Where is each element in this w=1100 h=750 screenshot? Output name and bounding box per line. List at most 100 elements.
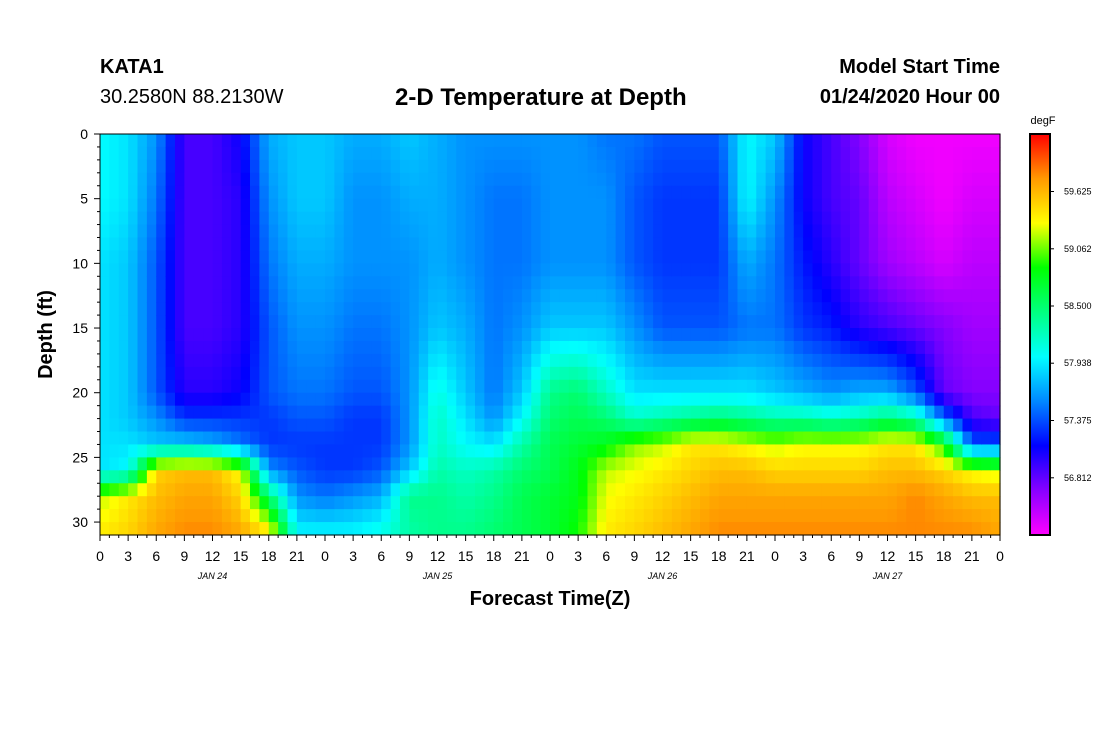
heatmap-cell <box>596 340 607 355</box>
heatmap-cell <box>737 379 748 394</box>
heatmap-cell <box>587 392 598 407</box>
heatmap-cell <box>803 263 814 277</box>
heatmap-cell <box>240 172 251 187</box>
heatmap-cell <box>446 353 457 368</box>
heatmap-cell <box>831 185 842 200</box>
heatmap-cell <box>681 470 692 484</box>
heatmap-cell <box>803 315 814 329</box>
x-tick-label: 18 <box>936 548 952 564</box>
heatmap-cell <box>493 353 504 368</box>
heatmap-cell <box>700 392 710 407</box>
heatmap-cell <box>100 250 110 264</box>
heatmap-cell <box>531 405 542 420</box>
heatmap-cell <box>146 289 157 303</box>
heatmap-cell <box>596 379 607 394</box>
heatmap-cell <box>184 431 195 446</box>
heatmap-cell <box>971 302 982 316</box>
heatmap-cell <box>128 431 139 446</box>
heatmap-cell <box>306 263 317 277</box>
heatmap-cell <box>606 146 617 161</box>
heatmap-cell <box>437 263 448 277</box>
heatmap-cell <box>709 418 720 433</box>
heatmap-cell <box>690 276 701 290</box>
heatmap-cell <box>709 159 720 174</box>
heatmap-cell <box>943 340 954 355</box>
heatmap-cell <box>343 328 354 342</box>
heatmap-cell <box>634 431 645 446</box>
heatmap-cell <box>896 522 907 536</box>
heatmap-cell <box>381 250 392 264</box>
heatmap-cell <box>746 250 757 264</box>
heatmap-cell <box>137 198 148 213</box>
heatmap-cell <box>296 263 307 277</box>
heatmap-cell <box>812 172 823 187</box>
heatmap-cell <box>475 457 485 471</box>
heatmap-cell <box>353 250 364 264</box>
heatmap-cell <box>925 250 935 264</box>
heatmap-cell <box>503 444 514 458</box>
heatmap-cell <box>784 146 795 161</box>
heatmap-cell <box>953 328 964 342</box>
heatmap-cell <box>278 315 289 329</box>
heatmap-cell <box>456 302 467 316</box>
heatmap-cell <box>428 302 439 316</box>
heatmap-cell <box>240 418 251 433</box>
heatmap-cell <box>709 444 720 458</box>
heatmap-cell <box>596 366 607 381</box>
heatmap-cell <box>953 289 964 303</box>
heatmap-cell <box>353 237 364 252</box>
heatmap-cell <box>653 159 664 174</box>
heatmap-cell <box>878 379 889 394</box>
heatmap-cell <box>850 470 860 484</box>
heatmap-cell <box>662 328 673 342</box>
heatmap-cell <box>765 250 776 264</box>
heatmap-cell <box>878 159 889 174</box>
heatmap-cell <box>596 405 607 420</box>
heatmap-cell <box>718 211 729 226</box>
heatmap-cell <box>868 185 879 200</box>
heatmap-cell <box>718 340 729 355</box>
heatmap-cell <box>896 211 907 226</box>
heatmap-cell <box>840 289 851 303</box>
heatmap-cell <box>503 159 514 174</box>
heatmap-cell <box>334 302 345 316</box>
heatmap-cell <box>784 509 795 523</box>
heatmap-cell <box>221 198 232 213</box>
heatmap-cell <box>484 250 495 264</box>
heatmap-cell <box>137 470 148 484</box>
heatmap-cell <box>287 146 298 161</box>
heatmap-cell <box>887 237 898 252</box>
heatmap-cell <box>521 483 532 497</box>
heatmap-cell <box>296 522 307 536</box>
heatmap-cell <box>409 431 420 446</box>
heatmap-cell <box>971 146 982 161</box>
heatmap-cell <box>981 431 992 446</box>
heatmap-cell <box>728 302 739 316</box>
heatmap-cell <box>971 418 982 433</box>
heatmap-cell <box>193 211 204 226</box>
heatmap-cell <box>193 509 204 523</box>
heatmap-cell <box>184 237 195 252</box>
heatmap-cell <box>521 302 532 316</box>
heatmap-cell <box>990 509 1001 523</box>
heatmap-cell <box>775 289 785 303</box>
heatmap-cell <box>821 276 832 290</box>
heatmap-cell <box>231 224 242 239</box>
heatmap-cell <box>634 211 645 226</box>
heatmap-cell <box>915 353 926 368</box>
heatmap-cell <box>681 379 692 394</box>
heatmap-cell <box>662 146 673 161</box>
heatmap-cell <box>381 185 392 200</box>
heatmap-cell <box>315 250 326 264</box>
heatmap-cell <box>821 379 832 394</box>
heatmap-cell <box>306 237 317 252</box>
heatmap-cell <box>250 276 260 290</box>
heatmap-cell <box>746 224 757 239</box>
heatmap-cell <box>559 315 570 329</box>
heatmap-cell <box>550 444 560 458</box>
heatmap-cell <box>296 198 307 213</box>
heatmap-cell <box>850 496 860 510</box>
heatmap-cell <box>118 276 129 290</box>
heatmap-cell <box>643 340 654 355</box>
heatmap-cell <box>756 340 767 355</box>
